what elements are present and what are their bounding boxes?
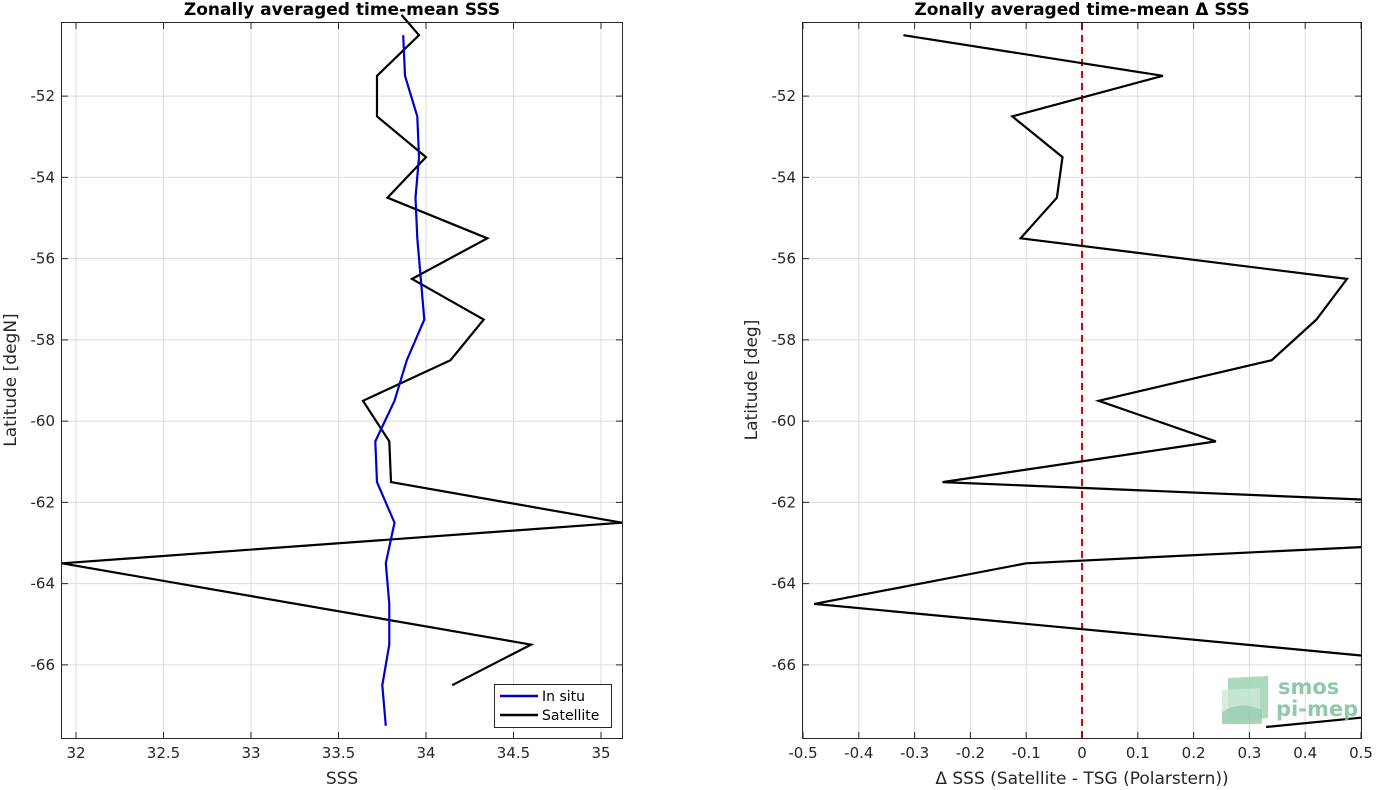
delta-y-axis-label: Latitude [deg]	[742, 320, 762, 441]
logo-text-smos: smos	[1278, 675, 1339, 699]
x-tick-label: 0.1	[1126, 744, 1150, 762]
x-tick-label: 0.4	[1293, 744, 1317, 762]
y-tick-label: -58	[772, 331, 797, 349]
sss-axes-frame	[61, 22, 623, 739]
delta-sss-line	[813, 546, 1362, 657]
smos-pi-mep-logo: smos pi-mep	[1222, 675, 1358, 724]
delta-ticks: -0.5 -0.4 -0.3 -0.2 -0.1 0 0.1 0.2 0.3 0.4 0.5 -66 -…	[772, 23, 1373, 762]
delta-sss-panel: Zonally averaged time-mean Δ SSS -0.5 -0.…	[742, 0, 1373, 789]
delta-sss-line	[1265, 716, 1362, 729]
sss-panel: Zonally averaged time-mean SSS 32 32.5 33 3…	[1, 0, 623, 789]
delta-chart-title: Zonally averaged time-mean Δ SSS	[914, 0, 1249, 20]
sss-grid	[62, 23, 622, 738]
y-tick-label: -58	[31, 331, 56, 349]
delta-axes-frame	[802, 22, 1362, 739]
y-tick-label: -54	[772, 168, 797, 186]
x-tick-label: 34	[416, 744, 435, 762]
sss-series	[61, 14, 623, 726]
y-tick-label: -64	[31, 575, 56, 593]
legend-satellite-label: Satellite	[542, 708, 599, 724]
x-tick-label: 33.5	[322, 744, 355, 762]
sss-y-axis-label: Latitude [degN]	[1, 313, 21, 446]
satellite-line	[61, 14, 623, 687]
x-tick-label: -0.1	[1012, 744, 1041, 762]
y-tick-label: -60	[31, 412, 56, 430]
delta-grid	[802, 23, 1362, 738]
x-tick-label: 32.5	[147, 744, 180, 762]
x-tick-label: -0.2	[956, 744, 985, 762]
y-tick-label: -52	[772, 87, 797, 105]
x-tick-label: -0.4	[844, 744, 873, 762]
x-tick-label: 0.2	[1182, 744, 1206, 762]
in-situ-line	[374, 35, 426, 726]
y-tick-label: -54	[31, 168, 56, 186]
y-tick-label: -64	[772, 575, 797, 593]
x-tick-label: -0.5	[788, 744, 817, 762]
y-tick-label: -56	[772, 250, 797, 268]
sss-x-axis-label: SSS	[326, 769, 358, 789]
y-tick-label: -62	[31, 493, 56, 511]
y-tick-label: -62	[772, 493, 797, 511]
y-tick-label: -66	[31, 656, 56, 674]
x-tick-label: 33	[241, 744, 260, 762]
x-tick-label: 34.5	[497, 744, 530, 762]
sss-chart-title: Zonally averaged time-mean SSS	[184, 0, 500, 20]
delta-sss-line	[903, 34, 1362, 501]
sss-ticks: 32 32.5 33 33.5 34 34.5 35 -66 -64 -62 -60 -58 -56 -5…	[31, 23, 622, 762]
y-tick-label: -66	[772, 656, 797, 674]
y-tick-label: -60	[772, 412, 797, 430]
x-tick-label: 35	[591, 744, 610, 762]
sss-legend: In situ Satellite	[494, 684, 612, 728]
x-tick-label: -0.3	[900, 744, 929, 762]
delta-series	[813, 34, 1362, 729]
legend-in-situ-label: In situ	[542, 689, 585, 705]
x-tick-label: 0.3	[1237, 744, 1261, 762]
x-tick-label: 0	[1077, 744, 1087, 762]
legend-box	[494, 684, 612, 728]
x-tick-label: 0.5	[1349, 744, 1373, 762]
x-tick-label: 32	[66, 744, 85, 762]
y-tick-label: -56	[31, 250, 56, 268]
y-tick-label: -52	[31, 87, 56, 105]
logo-text-pi-mep: pi-mep	[1276, 697, 1358, 721]
delta-x-axis-label: Δ SSS (Satellite - TSG (Polarstern))	[935, 769, 1228, 789]
